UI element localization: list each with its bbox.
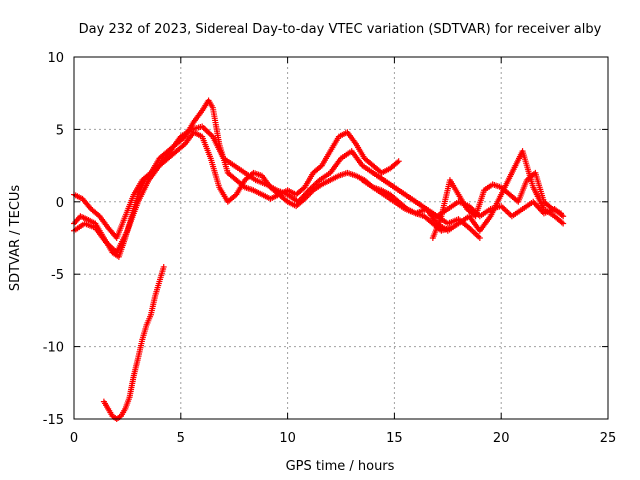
- x-axis: 0 5 10 15 20 25: [70, 57, 616, 446]
- plot-frame: [73, 56, 609, 420]
- data-point: [395, 158, 402, 165]
- y-tick-label: -15: [43, 413, 64, 428]
- y-tick-label: 10: [47, 51, 64, 66]
- series-arc-6: [429, 169, 565, 241]
- x-tick-label: 25: [600, 431, 617, 446]
- series-arc-7: [100, 263, 167, 422]
- series-arc-5: [370, 169, 567, 220]
- y-axis-label: SDTVAR / TECUs: [8, 185, 23, 292]
- data-point: [476, 235, 483, 241]
- data-point: [560, 220, 567, 227]
- y-tick-label: 0: [56, 196, 64, 211]
- chart-title: Day 232 of 2023, Sidereal Day-to-day VTE…: [79, 22, 602, 37]
- x-tick-label: 15: [386, 431, 403, 446]
- series-arc-3: [71, 123, 483, 256]
- series-arc-1: [71, 97, 402, 260]
- x-axis-label: GPS time / hours: [286, 459, 395, 474]
- grid: [74, 57, 608, 419]
- y-tick-label: -10: [43, 341, 64, 356]
- x-tick-label: 20: [493, 431, 510, 446]
- x-tick-label: 10: [279, 431, 296, 446]
- data-point: [160, 263, 167, 270]
- x-tick-label: 5: [177, 431, 185, 446]
- y-tick-label: -5: [51, 268, 64, 283]
- data-series: [71, 97, 567, 422]
- series-arc-2: [71, 129, 453, 241]
- y-tick-label: 5: [56, 123, 64, 138]
- series-arc-4: [359, 148, 567, 234]
- x-tick-label: 0: [70, 431, 78, 446]
- y-axis: -15 -10 -5 0 5 10: [43, 51, 608, 428]
- data-point: [558, 210, 565, 217]
